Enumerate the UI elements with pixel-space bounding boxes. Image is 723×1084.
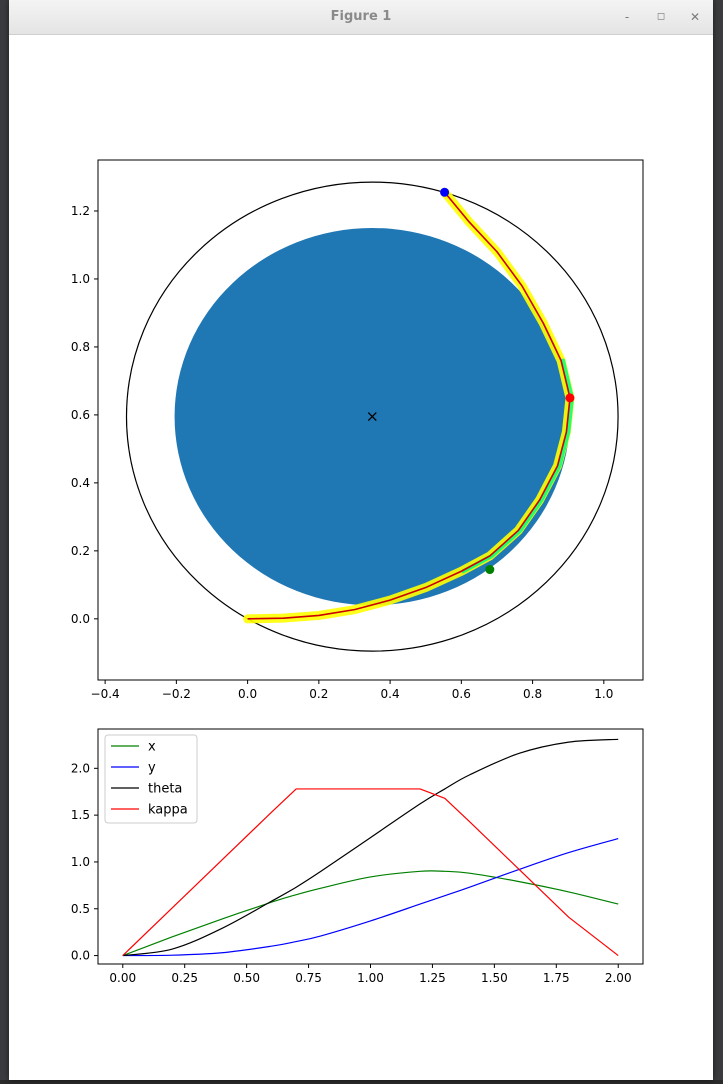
path-line [247, 191, 571, 620]
x-tick-label: 1.75 [543, 971, 570, 985]
legend-label-y: y [148, 761, 156, 776]
path-marker [485, 565, 495, 575]
window-titlebar[interactable]: Figure 1 - ◻ ✕ [9, 0, 713, 35]
y-tick-label: 1.0 [71, 272, 90, 286]
x-tick-label: 2.00 [605, 971, 632, 985]
center-marker-stroke-b [367, 412, 377, 422]
series-line-theta [122, 738, 619, 957]
bottom-axes: 0.00 0.25 0.50 0.75 1.00 1.25 1.50 1.75 2.00 0.0 0… [71, 728, 644, 985]
series-line-x [122, 870, 619, 957]
y-tick-label: 0.6 [71, 408, 90, 422]
bottom-plot-area [122, 738, 619, 957]
x-tick-label: 0.6 [452, 687, 471, 701]
x-tick-label: 0.4 [381, 687, 400, 701]
x-tick-label: 0.8 [523, 687, 542, 701]
y-tick-label: 0.0 [71, 949, 90, 963]
bottom-axes-ticks: 0.00 0.25 0.50 0.75 1.00 1.25 1.50 1.75 2.00 0.0 0… [71, 761, 632, 985]
y-tick-label: 0.0 [71, 612, 90, 626]
series-line-kappa [122, 788, 619, 957]
figure-svg: −0.4 −0.2 0.0 0.2 0.4 0.6 0.8 1.0 0.0 0.2 0.4 0.6 0.… [71, 159, 644, 985]
y-tick-label: 1.5 [71, 808, 90, 822]
x-tick-label: 0.25 [171, 971, 198, 985]
x-tick-label: 1.0 [594, 687, 613, 701]
legend-label-theta: theta [148, 782, 182, 797]
path-highlight-accent [461, 358, 574, 574]
y-tick-label: 0.2 [71, 544, 90, 558]
x-tick-label: 0.00 [109, 971, 136, 985]
maximize-button[interactable]: ◻ [656, 11, 666, 22]
path-marker [440, 187, 450, 197]
outer-circle [125, 181, 619, 652]
top-axes-ticks: −0.4 −0.2 0.0 0.2 0.4 0.6 0.8 1.0 0.0 0.2 0.4 0.6 0.… [71, 204, 613, 701]
legend: xy theta kappa [104, 734, 198, 824]
top-axes-frame [97, 159, 644, 681]
y-tick-label: 0.4 [71, 476, 90, 490]
x-tick-label: 0.2 [309, 687, 328, 701]
x-tick-label: 1.50 [481, 971, 508, 985]
minimize-button[interactable]: - [624, 10, 630, 24]
top-axes: −0.4 −0.2 0.0 0.2 0.4 0.6 0.8 1.0 0.0 0.2 0.4 0.6 0.… [71, 159, 644, 701]
y-tick-label: 0.8 [71, 340, 90, 354]
legend-box [104, 734, 198, 824]
x-tick-label: 0.50 [233, 971, 260, 985]
background-editor-right-strip [713, 0, 723, 1080]
y-tick-label: 1.0 [71, 855, 90, 869]
legend-label-kappa: kappa [148, 803, 188, 818]
figure-window: Figure 1 - ◻ ✕ −0.4 −0.2 0.0 0.2 0.4 0.6 0.8 1.… [9, 0, 713, 1080]
close-button[interactable]: ✕ [689, 10, 701, 24]
path-marker [565, 393, 575, 403]
y-tick-label: 0.5 [71, 902, 90, 916]
window-title: Figure 1 [330, 9, 392, 24]
y-tick-label: 2.0 [71, 761, 90, 775]
x-tick-label: −0.2 [162, 687, 191, 701]
x-tick-label: 1.25 [419, 971, 446, 985]
legend-label-x: x [148, 740, 156, 755]
x-tick-label: 1.00 [357, 971, 384, 985]
background-editor-left-strip [0, 0, 10, 1080]
figure-canvas: −0.4 −0.2 0.0 0.2 0.4 0.6 0.8 1.0 0.0 0.2 0.4 0.6 0.… [9, 35, 713, 1080]
x-tick-label: 0.0 [238, 687, 257, 701]
top-plot-area [125, 181, 619, 652]
x-tick-label: −0.4 [91, 687, 120, 701]
y-tick-label: 1.2 [71, 204, 90, 218]
series-line-y [122, 837, 619, 957]
x-tick-label: 0.75 [295, 971, 322, 985]
